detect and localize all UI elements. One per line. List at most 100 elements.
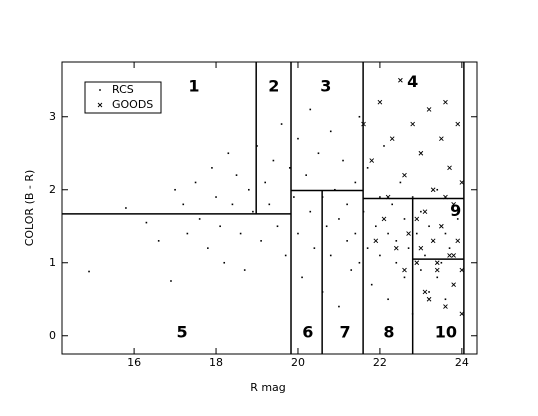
x-tick-label: 22 (373, 356, 387, 369)
point (426, 296, 432, 302)
point (354, 181, 357, 184)
point (157, 240, 160, 242)
point (410, 121, 415, 127)
point (439, 136, 444, 141)
region-label: 5 (176, 322, 187, 341)
point (418, 150, 424, 156)
point (366, 247, 369, 249)
y-tick-label: 2 (49, 183, 56, 196)
point (125, 207, 127, 209)
point (420, 269, 422, 271)
point (256, 145, 258, 147)
point (402, 267, 407, 273)
point (407, 247, 410, 249)
point (305, 174, 307, 176)
point (422, 289, 428, 295)
point (430, 187, 436, 193)
point (239, 232, 242, 235)
point (389, 136, 395, 141)
point (288, 167, 291, 169)
point (414, 216, 420, 222)
region-label: 4 (407, 72, 418, 91)
plot-frame (61, 61, 478, 355)
point (393, 245, 399, 251)
point (88, 270, 90, 273)
point (447, 253, 452, 258)
point (243, 269, 246, 271)
point (301, 276, 303, 279)
point (198, 218, 201, 220)
point (329, 254, 332, 257)
point (375, 225, 377, 228)
point (424, 254, 426, 257)
point (373, 238, 379, 244)
point (358, 261, 361, 264)
point (338, 218, 340, 220)
point (426, 107, 432, 112)
point (325, 225, 328, 228)
x-axis-label: R mag (250, 381, 286, 394)
point (434, 267, 440, 273)
point (418, 245, 424, 251)
point (430, 238, 436, 244)
point (342, 159, 344, 162)
legend-marker (99, 89, 101, 91)
point (383, 145, 385, 147)
point (211, 167, 213, 169)
point (455, 121, 461, 127)
point (309, 108, 312, 111)
point (398, 77, 403, 83)
y-tick-label: 3 (49, 110, 56, 123)
point (436, 188, 439, 191)
point (451, 282, 456, 287)
point (338, 305, 340, 308)
point (440, 261, 443, 264)
point (280, 123, 283, 125)
region-label: 6 (302, 322, 313, 341)
y-axis-label: COLOR (B - R) (23, 170, 36, 247)
point (284, 254, 287, 257)
point (145, 221, 148, 224)
legend-label: RCS (112, 83, 134, 96)
point (309, 210, 312, 213)
point (428, 225, 430, 228)
point (411, 196, 414, 198)
point (403, 218, 406, 220)
point (293, 196, 295, 198)
point (455, 238, 461, 244)
point (381, 216, 387, 222)
point (387, 232, 389, 235)
point (422, 209, 428, 214)
point (227, 152, 230, 155)
point (456, 218, 459, 220)
point (231, 203, 234, 206)
point (399, 181, 402, 184)
point (406, 231, 411, 236)
point (350, 269, 353, 271)
legend-label: GOODS (112, 98, 153, 111)
point (252, 210, 254, 213)
x-tick-label: 24 (455, 356, 469, 369)
point (379, 196, 381, 198)
point (415, 232, 418, 235)
point (448, 247, 451, 249)
point (329, 130, 332, 133)
point (215, 196, 217, 198)
point (391, 203, 393, 206)
region-label: 10 (435, 322, 457, 341)
x-tick-label: 20 (291, 356, 305, 369)
point (444, 232, 447, 235)
point (313, 247, 316, 249)
point (387, 298, 389, 301)
point (428, 291, 430, 293)
point (370, 283, 373, 286)
point (346, 203, 348, 206)
point (170, 280, 172, 282)
x-tick-label: 18 (209, 356, 223, 369)
point (186, 232, 189, 235)
point (447, 165, 452, 171)
point (377, 99, 383, 105)
point (366, 167, 369, 169)
point (268, 203, 271, 206)
